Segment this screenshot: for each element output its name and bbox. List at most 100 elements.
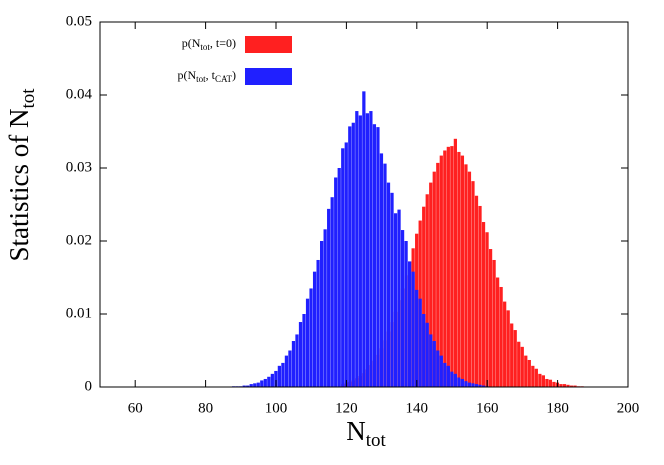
bar [439,155,443,387]
bar [453,373,457,387]
bar [344,142,348,387]
bar [358,115,362,387]
bar [411,271,415,387]
bar [492,259,496,387]
bar [337,168,341,387]
bar [457,377,461,387]
bar [302,314,306,387]
bar [291,341,296,387]
bar [471,181,475,387]
legend-label-part: tot [200,42,210,52]
bar [316,259,320,387]
bar [531,365,535,387]
legend-label-part: tot [196,74,206,84]
bar [562,384,567,387]
bar [246,385,250,387]
bar [260,380,264,387]
bar [415,289,419,387]
bar [390,192,394,387]
legend-swatch [245,36,292,53]
bar [503,301,507,387]
bar [249,384,253,387]
bar [425,194,429,387]
bar [443,362,447,387]
bar [566,384,570,387]
bar [274,370,278,387]
bar [478,384,482,387]
bar [464,381,468,387]
bar [436,350,440,387]
bar [348,126,352,387]
bar [383,163,387,387]
bar [443,150,447,387]
series [232,91,489,388]
bar [351,122,355,388]
bar [242,385,246,387]
bar [253,383,257,387]
bar [569,385,574,387]
bar [379,153,384,387]
legend-swatch [245,68,292,85]
x-axis-title-sub: tot [366,430,387,451]
bar [295,334,299,387]
bar [457,151,461,387]
bar [418,298,422,387]
bar [408,261,412,387]
y-tick-label: 0.04 [66,86,93,102]
y-axis-title-main: Statistics of N [4,109,34,262]
bar [538,373,542,387]
bar [520,346,524,387]
bar [400,230,405,387]
y-tick-label: 0.05 [66,13,92,29]
bar [365,113,369,387]
bar [432,341,436,387]
x-axis-title: Ntot [346,416,386,451]
bar [312,271,317,387]
bar [534,368,538,387]
bar [510,323,514,387]
bar [467,171,472,387]
x-tick-label: 160 [476,400,499,416]
bar [478,205,482,387]
legend-label-part: , t [206,68,216,82]
bar [517,341,521,387]
bar [436,162,440,387]
bar [541,375,545,387]
bar [267,376,271,387]
bar [309,288,313,387]
bar [513,330,517,387]
bar [450,371,454,387]
bar [474,384,479,387]
bar [341,148,345,387]
x-tick-label: 180 [546,400,569,416]
bar [559,384,563,387]
bar [446,365,450,387]
bar [439,355,443,387]
bar [397,209,401,387]
bar [481,385,486,387]
x-tick-label: 100 [265,400,288,416]
bar [355,111,359,387]
bar [334,177,338,387]
y-axis-title-sub: tot [18,88,39,109]
bar [488,249,493,387]
bar [369,111,373,387]
bar [270,373,274,387]
bar [277,365,281,387]
legend-label-part: ) [232,68,236,82]
bar [446,146,450,387]
bar [524,355,528,387]
x-tick-label: 140 [406,400,429,416]
x-tick-label: 200 [617,400,640,416]
bar [386,182,391,387]
bar [467,382,472,387]
bar [474,195,479,387]
bar [460,378,465,387]
bar [305,298,310,387]
y-tick-label: 0.01 [66,305,92,321]
bar [481,222,486,387]
bar [320,241,324,387]
bar [330,197,334,387]
bar [527,359,531,387]
